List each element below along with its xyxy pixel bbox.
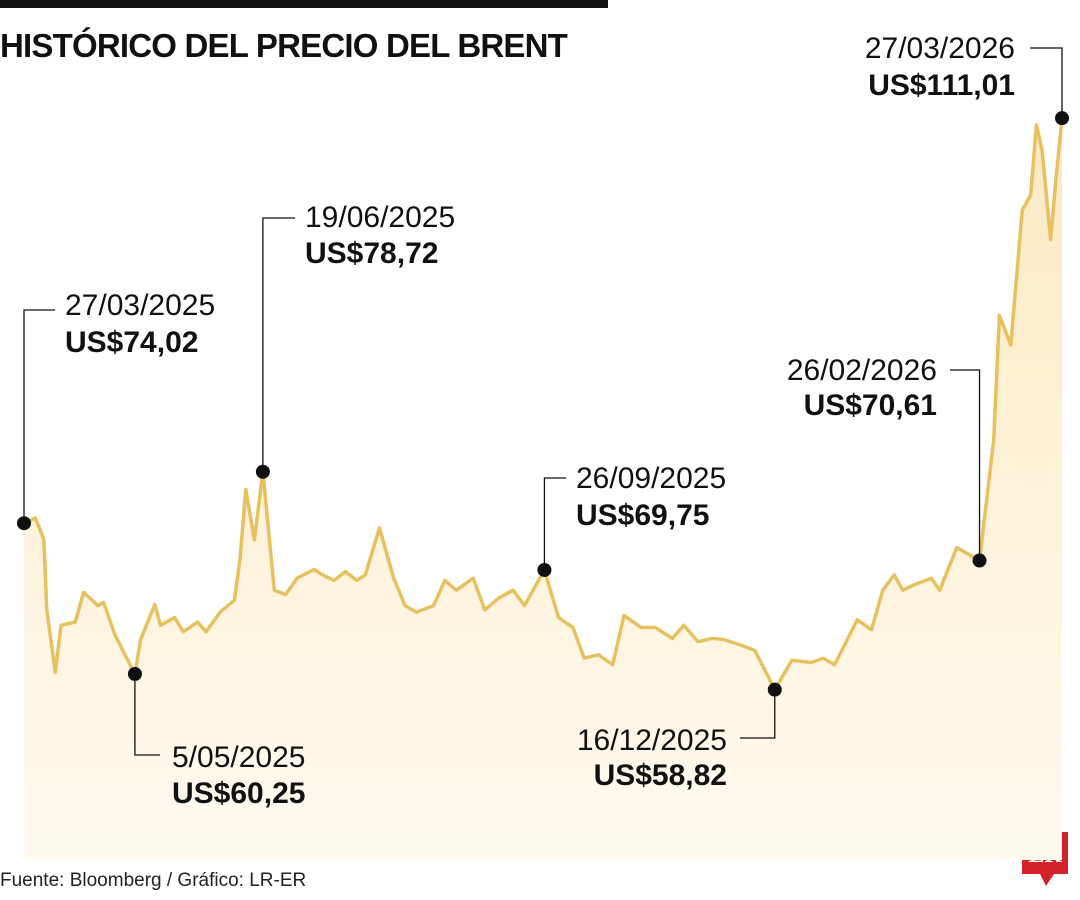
- leader-line: [740, 689, 776, 739]
- leader-line: [23, 309, 55, 524]
- annotation-dot: [127, 667, 142, 681]
- annotation-dot: [17, 516, 31, 531]
- annotation-date: 27/03/2025: [65, 289, 215, 322]
- annotation-dot: [972, 553, 987, 568]
- annotation-dot: [537, 562, 552, 577]
- annotation-date: 19/06/2025: [305, 201, 455, 234]
- annotation-value: US$60,25: [172, 777, 305, 810]
- annotation-date: 27/03/2026: [865, 32, 1015, 65]
- logo-tail: [1040, 874, 1054, 886]
- leader-line: [543, 477, 566, 570]
- annotation-date: 5/05/2025: [172, 741, 305, 774]
- annotation-dot: [1055, 111, 1069, 126]
- annotation-value: US$69,75: [576, 499, 709, 532]
- area: [24, 118, 1062, 860]
- annotation-value: US$74,02: [65, 326, 198, 359]
- annotation-value: US$78,72: [305, 237, 438, 270]
- chart-title: HISTÓRICO DEL PRECIO DEL BRENT: [0, 27, 568, 64]
- leader-line: [1030, 47, 1063, 119]
- leader-line: [262, 217, 295, 472]
- annotation-dot: [255, 464, 270, 479]
- top-bar: [0, 0, 608, 8]
- source: Fuente: Bloomberg / Gráfico: LR-ER: [0, 870, 306, 891]
- annotation-dot: [767, 682, 782, 697]
- annotation-value: US$111,01: [868, 69, 1015, 102]
- annotation-date: 16/12/2025: [577, 724, 727, 757]
- annotation-date: 26/09/2025: [576, 462, 726, 495]
- annotation-date: 26/02/2026: [787, 354, 937, 387]
- leader-line: [134, 674, 160, 756]
- leader-line: [950, 369, 981, 561]
- annotation-value: US$58,82: [594, 759, 727, 792]
- annotation-value: US$70,61: [804, 389, 937, 422]
- line: [23, 118, 1064, 692]
